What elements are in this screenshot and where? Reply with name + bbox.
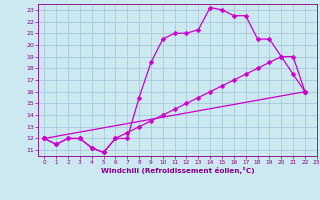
X-axis label: Windchill (Refroidissement éolien,°C): Windchill (Refroidissement éolien,°C) <box>101 167 254 174</box>
